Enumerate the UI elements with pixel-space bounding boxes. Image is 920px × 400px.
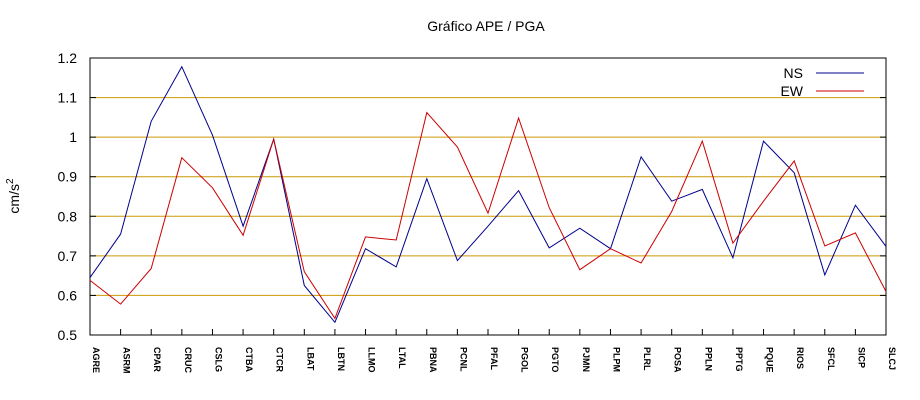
y-tick-label: 0.5	[58, 327, 78, 343]
y-tick-label: 0.7	[58, 248, 78, 264]
x-tick-label: PLRL	[642, 347, 652, 371]
x-tick-label: CTBA	[244, 347, 254, 372]
x-tick-label: LBAT	[305, 347, 315, 371]
x-tick-label: PPLN	[703, 347, 713, 371]
y-tick-label: 0.6	[58, 287, 78, 303]
x-tick-label: CPAR	[152, 347, 162, 372]
x-tick-label: PBNA	[428, 347, 438, 373]
legend-label-ew: EW	[780, 83, 803, 99]
x-tick-label: PPTG	[734, 347, 744, 372]
x-tick-label: RIOS	[795, 347, 805, 369]
x-tick-label: SLCJ	[887, 347, 897, 370]
x-tick-label: SFCL	[826, 347, 836, 371]
x-tick-label: CTCR	[275, 347, 285, 372]
legend: NS EW	[780, 65, 864, 99]
y-tick-label: 1	[69, 129, 77, 145]
x-tick-label: POSA	[673, 347, 683, 373]
x-tick-label: PLPM	[611, 347, 621, 372]
x-tick-label: AGRE	[91, 347, 101, 373]
x-tick-label: CRUC	[183, 347, 193, 373]
x-axis: AGRE ASRM CPAR CRUC CSLG CTBA CTCR LBAT LBTN LLMO…	[89, 329, 897, 374]
y-axis-label: cm/s2	[5, 178, 22, 214]
x-tick-label: LBTN	[336, 347, 346, 371]
x-tick-label: PFAL	[489, 347, 499, 371]
y-tick-label: 1.1	[58, 90, 78, 106]
y-axis: 0.5 0.6 0.7 0.8 0.9 1 1.1 1.2	[58, 50, 886, 343]
x-tick-label: CSLG	[213, 347, 223, 372]
series-line-ew	[89, 111, 887, 320]
legend-label-ns: NS	[784, 65, 803, 81]
x-tick-label: LTAL	[397, 347, 407, 369]
y-tick-label: 0.9	[58, 169, 78, 185]
x-tick-label: ASRM	[122, 347, 132, 374]
x-tick-label: PJMN	[581, 347, 591, 372]
x-tick-label: SICP	[856, 347, 866, 368]
y-tick-label: 1.2	[58, 50, 78, 66]
chart-title: Gráfico APE / PGA	[427, 18, 545, 34]
grid-lines	[90, 97, 886, 296]
x-tick-label: PGOL	[520, 347, 530, 373]
series-line-ns	[89, 65, 887, 324]
x-tick-label: PQUE	[765, 347, 775, 373]
x-tick-label: LLMO	[367, 347, 377, 373]
series-lines	[89, 65, 887, 324]
y-tick-label: 0.8	[58, 208, 78, 224]
x-tick-label: PCNL	[458, 347, 468, 372]
x-tick-label: PGTO	[550, 347, 560, 372]
